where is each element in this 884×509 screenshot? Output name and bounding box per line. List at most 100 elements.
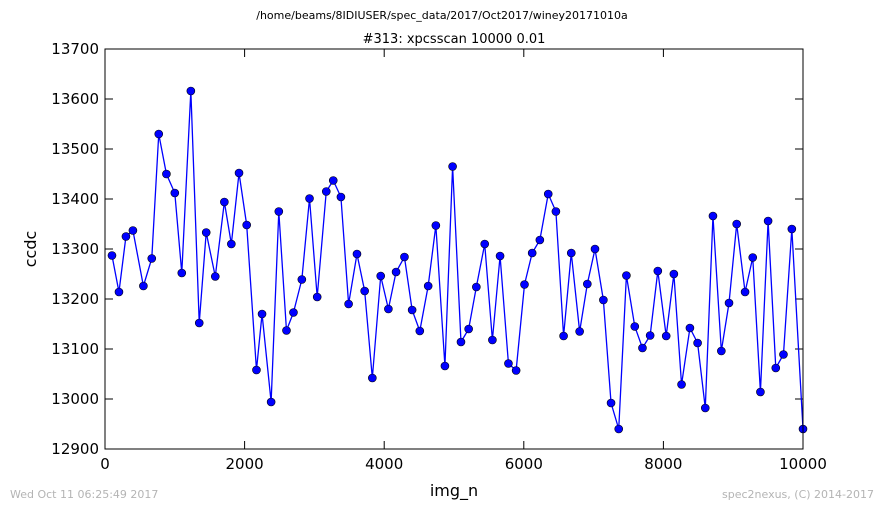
data-point	[732, 219, 741, 229]
data-point	[488, 335, 497, 345]
data-point	[771, 363, 781, 373]
data-point	[384, 304, 393, 314]
axis-ticks: 0 2000 4000 6000 8000 10000 12900 13000 13100 132…	[51, 40, 827, 473]
data-point	[210, 272, 220, 281]
data-point	[661, 331, 671, 341]
data-point	[480, 239, 490, 249]
chart-title: #313: xpcsscan 10000 0.01	[363, 32, 546, 47]
data-point	[740, 287, 750, 297]
x-tick-label: 4000	[365, 455, 403, 473]
data-point	[464, 324, 473, 334]
data-point	[305, 194, 314, 203]
data-point	[653, 266, 663, 276]
data-point	[630, 322, 640, 331]
data-point	[114, 287, 124, 297]
data-point	[717, 346, 726, 356]
y-tick-label: 13000	[51, 390, 99, 408]
data-point	[748, 253, 758, 262]
data-point	[400, 252, 409, 262]
series-line	[111, 90, 804, 430]
data-point	[107, 251, 117, 260]
data-point	[415, 326, 425, 336]
data-point	[575, 327, 584, 336]
data-point	[407, 305, 417, 315]
x-tick-label: 2000	[226, 455, 264, 473]
data-point	[614, 424, 624, 434]
data-point	[763, 216, 773, 226]
y-tick-label: 13100	[51, 340, 99, 358]
data-point	[121, 232, 131, 241]
data-point	[423, 281, 433, 291]
data-point	[312, 292, 322, 302]
data-point	[139, 281, 148, 291]
data-point	[638, 343, 647, 353]
data-point	[520, 280, 529, 289]
data-point	[201, 228, 211, 237]
data-point	[368, 373, 377, 383]
data-point	[360, 286, 369, 296]
x-tick-label: 10000	[779, 455, 827, 473]
data-point	[511, 366, 521, 375]
data-point	[321, 187, 331, 196]
data-point	[622, 271, 631, 280]
y-tick-label: 13400	[51, 190, 99, 208]
data-point	[559, 331, 568, 341]
y-tick-label: 13600	[51, 90, 99, 108]
data-point	[352, 249, 362, 259]
data-point	[708, 211, 718, 221]
data-point	[440, 361, 450, 371]
data-point	[177, 268, 187, 278]
y-tick-label: 13200	[51, 290, 99, 308]
data-point	[376, 271, 386, 281]
data-point	[128, 226, 138, 235]
data-point	[162, 169, 171, 179]
x-tick-label: 0	[100, 455, 110, 473]
x-tick-label: 6000	[505, 455, 543, 473]
data-point	[194, 318, 204, 328]
data-point	[677, 380, 686, 389]
data-point	[344, 299, 353, 309]
y-tick-label: 13700	[51, 40, 99, 58]
y-tick-label: 13500	[51, 140, 99, 158]
data-series	[107, 86, 808, 434]
data-point	[566, 248, 576, 258]
data-point	[543, 189, 553, 199]
data-point	[504, 359, 513, 368]
footer-timestamp: Wed Oct 11 06:25:49 2017	[10, 488, 158, 501]
data-point	[274, 207, 284, 216]
data-point	[242, 220, 251, 230]
data-point	[700, 403, 710, 413]
data-point	[606, 398, 616, 408]
data-point	[282, 326, 291, 335]
data-point	[154, 129, 164, 139]
x-tick-label: 8000	[644, 455, 682, 473]
data-point	[257, 309, 267, 319]
data-point	[391, 267, 401, 277]
data-point	[234, 168, 244, 178]
footer-credit: spec2nexus, (C) 2014-2017	[722, 488, 874, 501]
data-point	[583, 279, 592, 289]
y-axis-label: ccdc	[21, 231, 40, 268]
data-point	[779, 350, 788, 359]
data-point	[266, 397, 276, 407]
data-point	[297, 275, 307, 284]
y-tick-label: 13300	[51, 240, 99, 258]
plot-frame	[104, 48, 804, 450]
data-point	[336, 192, 346, 202]
data-point	[787, 224, 797, 234]
chart-suptitle: /home/beams/8IDIUSER/spec_data/2017/Oct2…	[256, 9, 628, 22]
y-tick-label: 12900	[51, 440, 99, 458]
data-point	[227, 239, 236, 249]
data-point	[535, 235, 545, 245]
data-point	[147, 254, 157, 263]
data-point	[186, 86, 196, 96]
data-point	[495, 251, 505, 261]
data-point	[551, 207, 561, 216]
data-point	[472, 282, 481, 292]
data-point	[448, 162, 457, 171]
data-point	[590, 244, 600, 254]
data-point	[328, 176, 338, 185]
data-point	[669, 269, 679, 279]
data-point	[220, 197, 229, 207]
